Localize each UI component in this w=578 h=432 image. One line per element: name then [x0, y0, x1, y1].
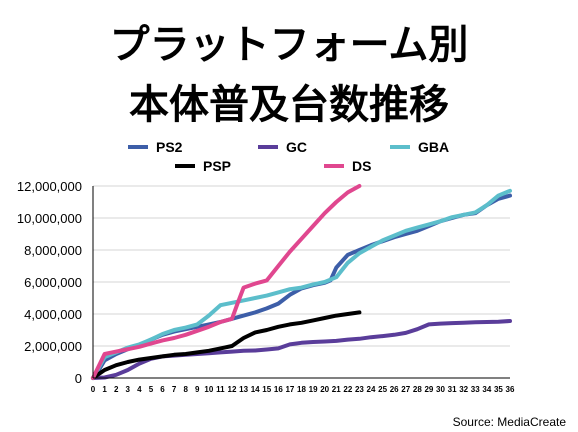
y-tick-label: 12,000,000 [17, 179, 82, 194]
x-tick-label: 30 [436, 385, 445, 394]
legend-label-gc: GC [286, 139, 307, 155]
x-tick-label: 29 [424, 385, 433, 394]
x-tick-label: 34 [482, 385, 491, 394]
x-tick-label: 2 [114, 385, 119, 394]
x-tick-label: 33 [471, 385, 480, 394]
x-tick-label: 28 [413, 385, 422, 394]
y-axis-tick-labels: 12,000,000 10,000,000 8,000,000 6,000,000 4,… [17, 179, 82, 386]
x-tick-label: 1 [102, 385, 107, 394]
series-line-gc [91, 319, 512, 380]
y-tick-label: 10,000,000 [17, 211, 82, 226]
x-tick-label: 7 [172, 385, 177, 394]
x-tick-label: 4 [137, 385, 142, 394]
legend-label-gba: GBA [418, 139, 449, 155]
x-axis-tick-labels: 0 1 2 3 4 5 6 7 8 9 10 11 12 13 14 15 16 17 18 19 20 21 22 23 24… [91, 385, 515, 394]
y-tick-label: 8,000,000 [24, 243, 82, 258]
series-line-ds [91, 184, 362, 380]
x-tick-label: 23 [355, 385, 364, 394]
x-tick-label: 18 [297, 385, 306, 394]
x-tick-label: 25 [378, 385, 387, 394]
series-lines [91, 184, 512, 380]
chart-title-line-1: プラットフォーム別 [110, 22, 469, 68]
grid-lines [93, 185, 510, 347]
x-tick-label: 8 [183, 385, 188, 394]
x-tick-label: 6 [160, 385, 165, 394]
x-tick-label: 19 [309, 385, 318, 394]
chart-title-line-2: 本体普及台数推移 [129, 82, 449, 128]
x-tick-label: 10 [204, 385, 213, 394]
legend-label-ps2: PS2 [156, 139, 183, 155]
series-line-psp [91, 310, 362, 380]
x-tick-label: 13 [239, 385, 248, 394]
x-tick-label: 3 [126, 385, 131, 394]
x-tick-label: 24 [367, 385, 376, 394]
x-tick-label: 11 [216, 385, 225, 394]
x-tick-label: 16 [274, 385, 283, 394]
x-tick-label: 21 [332, 385, 341, 394]
y-tick-label: 6,000,000 [24, 275, 82, 290]
x-tick-label: 20 [320, 385, 329, 394]
y-tick-label: 2,000,000 [24, 339, 82, 354]
legend-label-psp: PSP [203, 158, 231, 174]
x-tick-label: 32 [459, 385, 468, 394]
x-tick-label: 36 [506, 385, 515, 394]
x-tick-label: 31 [448, 385, 457, 394]
series-line-gba [91, 188, 512, 380]
x-tick-label: 9 [195, 385, 200, 394]
x-tick-label: 14 [251, 385, 260, 394]
legend-label-ds: DS [352, 158, 371, 174]
x-tick-label: 17 [285, 385, 294, 394]
x-tick-label: 26 [390, 385, 399, 394]
x-tick-label: 27 [401, 385, 410, 394]
x-tick-label: 5 [149, 385, 154, 394]
y-tick-label: 0 [75, 371, 82, 386]
x-tick-label: 0 [91, 385, 96, 394]
x-tick-label: 35 [494, 385, 503, 394]
x-tick-label: 22 [343, 385, 352, 394]
x-tick-label: 12 [228, 385, 237, 394]
legend: PS2 GC GBA PSP DS [128, 139, 449, 174]
source-note: Source: MediaCreate [453, 415, 567, 429]
x-tick-label: 15 [262, 385, 271, 394]
y-tick-label: 4,000,000 [24, 307, 82, 322]
